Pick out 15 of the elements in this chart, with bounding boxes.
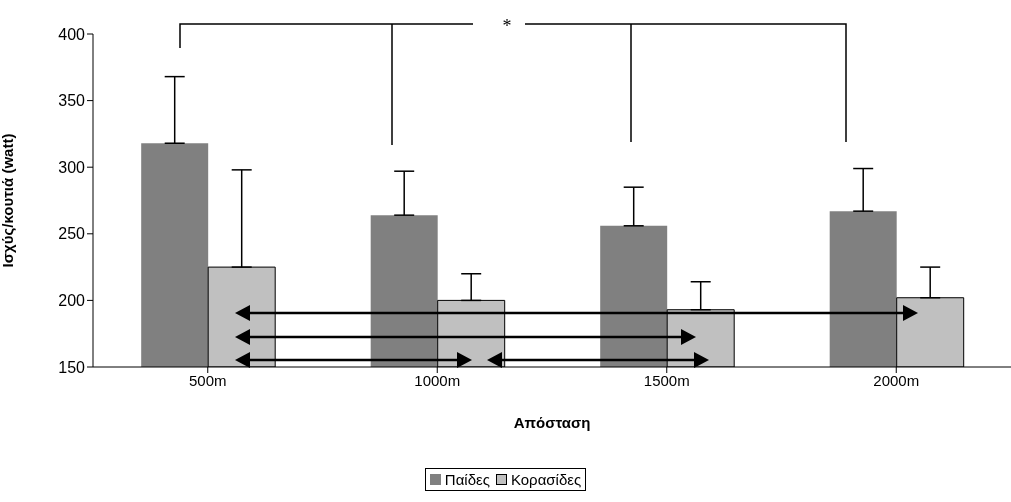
x-axis-title: Απόσταση: [513, 413, 591, 431]
x-tick-label: 2000m: [873, 371, 920, 389]
y-tick-label: 250: [58, 225, 86, 243]
annotation: *: [502, 16, 512, 36]
x-tick-label: 500m: [188, 371, 227, 389]
y-tick-label: 200: [58, 292, 86, 310]
y-tick-label: 150: [58, 358, 86, 376]
legend-label: Κορασίδες: [510, 471, 582, 488]
x-tick-label: 1500m: [643, 371, 690, 389]
legend-label: Παίδες: [444, 471, 490, 488]
y-tick-label: 400: [58, 25, 86, 43]
y-axis-title: Ισχύς/κουτιά (watt): [0, 133, 17, 268]
y-tick-label: 350: [58, 92, 86, 110]
x-tick-label: 1000m: [414, 371, 461, 389]
y-tick-label: 300: [58, 158, 86, 176]
